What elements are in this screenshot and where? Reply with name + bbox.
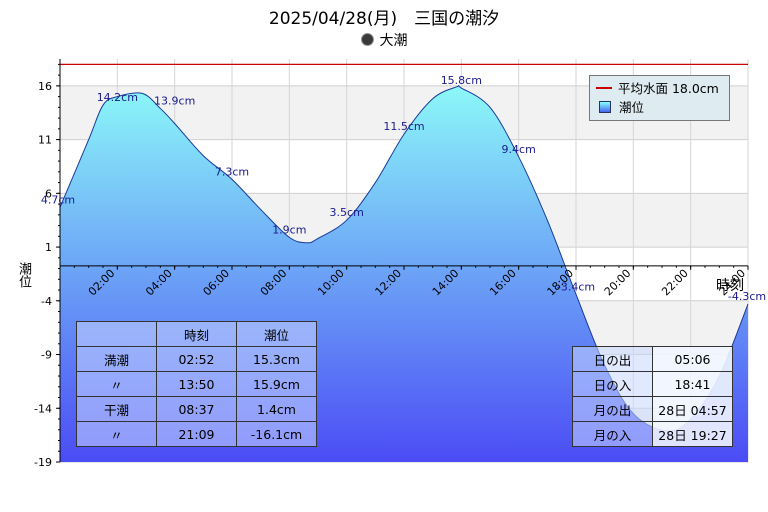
table-cell: 21:09: [156, 421, 237, 447]
data-label: 7.3cm: [215, 165, 249, 178]
legend: 平均水面 18.0cm 潮位: [589, 75, 730, 121]
table-row: 〃 21:09 -16.1cm: [76, 421, 317, 447]
table-cell: 05:06: [652, 346, 733, 372]
x-axis-label: 時刻: [716, 278, 744, 294]
tide-table: 時刻 潮位 満潮 02:52 15.3cm 〃 13:50 15.9cm 干潮 …: [76, 321, 317, 447]
table-cell: 15.9cm: [236, 371, 317, 397]
table-cell: 13:50: [156, 371, 237, 397]
table-row: 月の入 28日 19:27: [572, 421, 733, 447]
table-row: 日の入 18:41: [572, 371, 733, 397]
table-cell: 干潮: [76, 396, 157, 422]
tide-swatch: [599, 101, 611, 113]
y-tick-label: -14: [34, 402, 52, 415]
table-cell: 28日 04:57: [652, 396, 733, 422]
table-cell: -16.1cm: [236, 421, 317, 447]
table-row: 月の出 28日 04:57: [572, 396, 733, 422]
table-cell: 15.3cm: [236, 346, 317, 372]
table-cell: 満潮: [76, 346, 157, 372]
data-label: 11.5cm: [383, 120, 424, 133]
table-cell: 〃: [76, 421, 157, 447]
mean-line-swatch: [596, 87, 612, 89]
sun-moon-table: 日の出 05:06 日の入 18:41 月の出 28日 04:57 月の入 28日 19…: [572, 346, 733, 447]
data-label: -3.4cm: [557, 280, 595, 293]
table-cell: 1.4cm: [236, 396, 317, 422]
data-label: -4.3cm: [728, 290, 766, 303]
y-tick-label: -19: [34, 456, 52, 469]
table-header-row: 時刻 潮位: [76, 321, 317, 347]
table-cell: 08:37: [156, 396, 237, 422]
data-label: 4.7cm: [41, 193, 75, 206]
table-cell: 月の出: [572, 396, 653, 422]
table-cell: 日の出: [572, 346, 653, 372]
table-row: 満潮 02:52 15.3cm: [76, 346, 317, 372]
table-cell: 18:41: [652, 371, 733, 397]
data-label: 9.4cm: [502, 143, 536, 156]
table-cell: 日の入: [572, 371, 653, 397]
table-row: 〃 13:50 15.9cm: [76, 371, 317, 397]
data-label: 1.9cm: [272, 223, 306, 236]
y-tick-label: -4: [41, 295, 52, 308]
table-row: 干潮 08:37 1.4cm: [76, 396, 317, 422]
legend-item-mean: 平均水面 18.0cm: [596, 81, 719, 97]
table-cell: 28日 19:27: [652, 421, 733, 447]
y-tick-label: 16: [38, 80, 52, 93]
table-header: [76, 321, 157, 347]
tide-type-label: 大潮: [379, 33, 408, 49]
moon-phase-icon: [360, 33, 374, 46]
y-tick-label: -9: [41, 349, 52, 362]
legend-mean-label: 平均水面 18.0cm: [618, 81, 719, 96]
y-tick-label: 11: [38, 134, 52, 147]
table-cell: 02:52: [156, 346, 237, 372]
legend-tide-label: 潮位: [619, 100, 645, 115]
y-axis-label: 潮位: [16, 262, 31, 288]
table-row: 日の出 05:06: [572, 346, 733, 372]
chart-title: 2025/04/28(月) 三国の潮汐: [268, 9, 500, 29]
legend-item-tide: 潮位: [596, 100, 644, 116]
y-tick-label: 1: [45, 241, 52, 254]
table-cell: 〃: [76, 371, 157, 397]
data-label: 13.9cm: [154, 94, 195, 107]
data-label: 3.5cm: [330, 206, 364, 219]
tide-type: 大潮: [0, 30, 768, 50]
data-label: 14.2cm: [97, 91, 138, 104]
y-tick-label: 6: [45, 187, 52, 200]
table-cell: 月の入: [572, 421, 653, 447]
data-label: 15.8cm: [441, 74, 482, 87]
table-header: 潮位: [236, 321, 317, 347]
table-header: 時刻: [156, 321, 237, 347]
